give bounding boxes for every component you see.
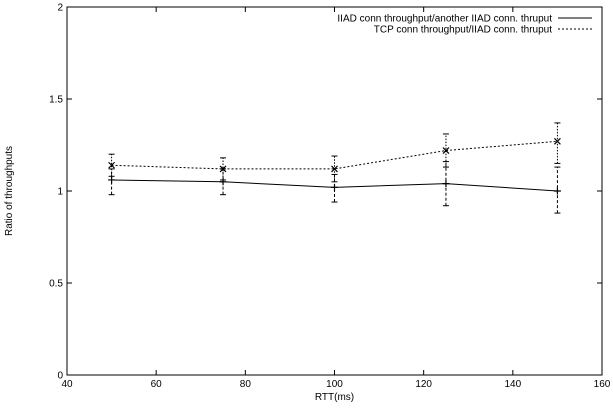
x-tick-label: 60 xyxy=(151,379,163,390)
y-tick-label: 2 xyxy=(57,3,63,14)
data-point xyxy=(331,165,338,173)
series-layer xyxy=(108,122,561,214)
data-point xyxy=(553,187,561,195)
series-line xyxy=(111,140,558,170)
legend-label: TCP conn throughput/IIAD conn. thruput xyxy=(374,25,552,36)
x-tick-label: 120 xyxy=(415,379,432,390)
x-tick-label: 100 xyxy=(326,379,343,390)
y-tick-label: 0 xyxy=(57,371,63,382)
data-point xyxy=(219,165,227,173)
y-tick-label: 0.5 xyxy=(49,279,63,290)
data-point xyxy=(108,161,116,169)
y-axis-label: Ratio of throughputs xyxy=(4,146,15,236)
data-point xyxy=(442,147,450,154)
data-point xyxy=(553,137,561,145)
series-2 xyxy=(108,122,561,183)
legend: IIAD conn throughput/another IIAD conn. … xyxy=(337,14,592,36)
x-tick-label: 40 xyxy=(61,379,73,390)
data-point xyxy=(331,183,338,191)
y-tick-label: 1.5 xyxy=(49,95,63,106)
x-tick-label: 140 xyxy=(504,379,521,390)
series-1 xyxy=(108,161,561,214)
legend-label: IIAD conn throughput/another IIAD conn. … xyxy=(337,14,552,25)
x-axis-label: RTT(ms) xyxy=(315,392,354,403)
y-tick-label: 1 xyxy=(57,187,63,198)
data-point xyxy=(442,180,450,188)
axis-ticks: 40 60 80 100 120 140 160 0 0.5 1 1.5 2 xyxy=(49,3,611,391)
x-tick-label: 80 xyxy=(240,379,252,390)
data-point xyxy=(108,176,116,184)
x-tick-label: 160 xyxy=(594,379,611,390)
